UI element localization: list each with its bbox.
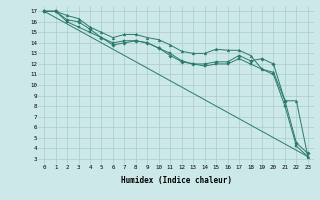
X-axis label: Humidex (Indice chaleur): Humidex (Indice chaleur) (121, 176, 231, 185)
